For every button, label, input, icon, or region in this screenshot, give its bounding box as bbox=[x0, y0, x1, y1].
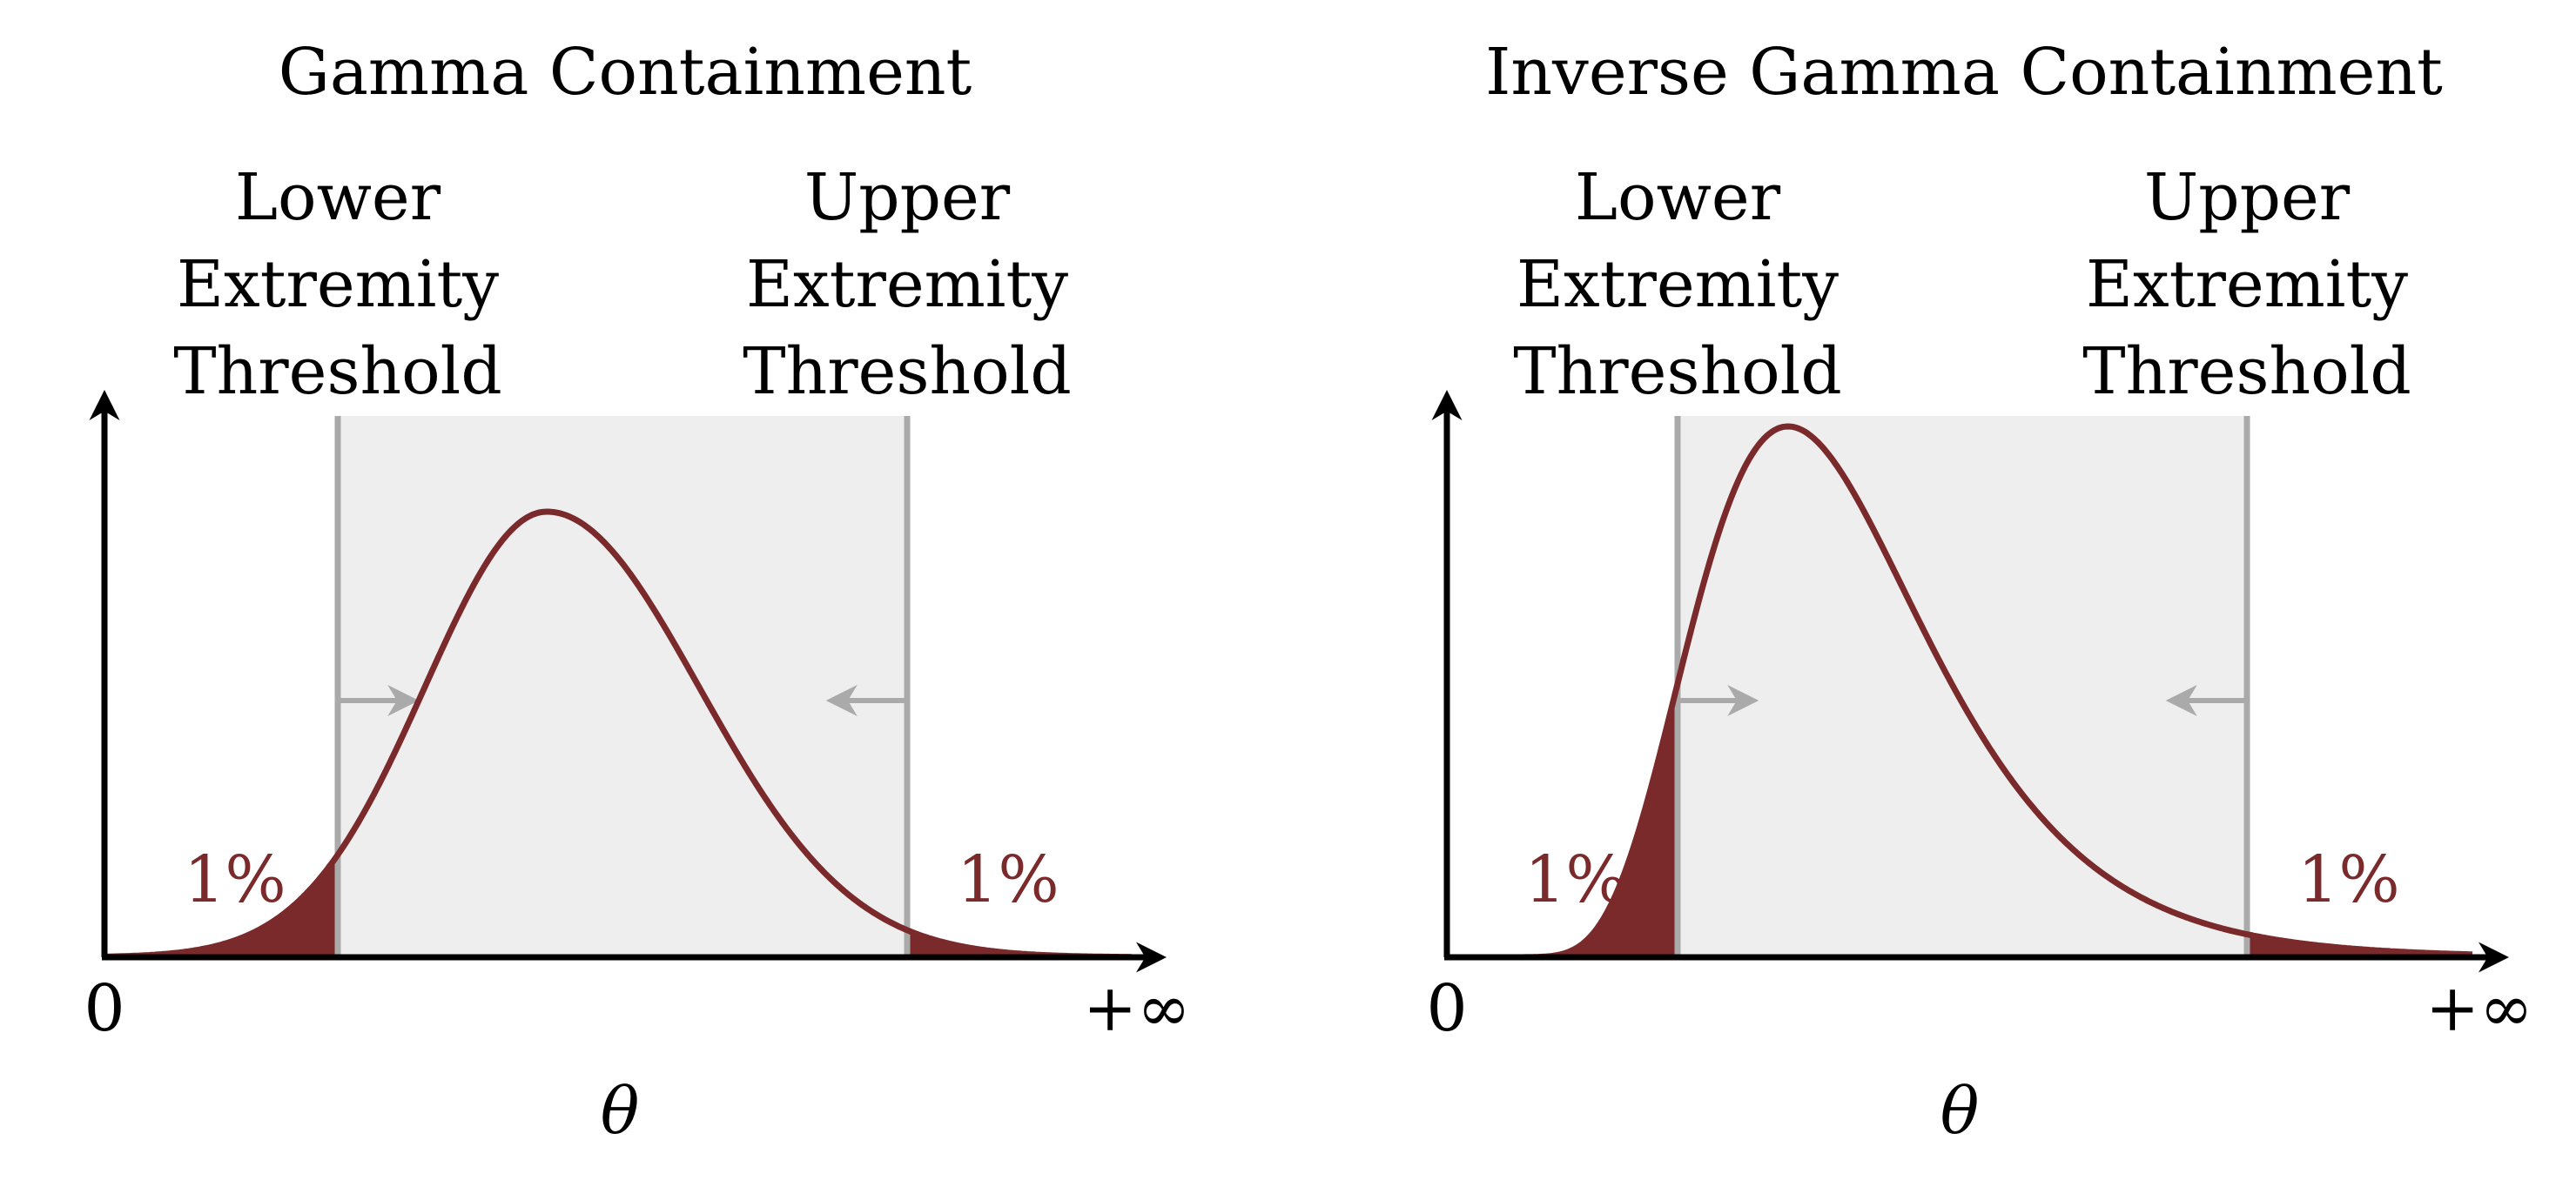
gamma-density-curve bbox=[105, 508, 1132, 961]
upper-threshold-label: Upper Extremity Threshold bbox=[2082, 160, 2411, 409]
label-line: Threshold bbox=[743, 334, 1071, 409]
containment-region bbox=[338, 416, 907, 956]
panel-gamma: Gamma Containment Lower Extremity Thresh… bbox=[84, 35, 1190, 1149]
upper-threshold-label: Upper Extremity Threshold bbox=[743, 160, 1071, 409]
lower-threshold-label: Lower Extremity Threshold bbox=[1513, 160, 1841, 409]
label-line: Extremity bbox=[2086, 247, 2408, 322]
label-line: Threshold bbox=[173, 334, 501, 409]
x-origin-label: 0 bbox=[1426, 971, 1467, 1046]
left-tail-percent: 1% bbox=[184, 842, 286, 917]
label-line: Upper bbox=[2144, 160, 2351, 235]
right-tail-area bbox=[907, 929, 1132, 957]
label-line: Lower bbox=[1575, 160, 1781, 235]
label-line: Upper bbox=[804, 160, 1011, 235]
x-infinity-label: +∞ bbox=[2425, 971, 2533, 1046]
panel-inverse-gamma: Inverse Gamma Containment Lower Extremit… bbox=[1426, 35, 2532, 1149]
containment-region bbox=[1678, 416, 2247, 956]
lower-threshold-label: Lower Extremity Threshold bbox=[173, 160, 501, 409]
x-infinity-label: +∞ bbox=[1083, 971, 1191, 1046]
left-tail-area bbox=[131, 855, 338, 957]
label-line: Threshold bbox=[2082, 334, 2411, 409]
right-tail-percent: 1% bbox=[957, 842, 1059, 917]
panel-title: Gamma Containment bbox=[279, 35, 972, 110]
x-axis-label: θ bbox=[1940, 1074, 1980, 1149]
label-line: Extremity bbox=[746, 247, 1068, 322]
right-tail-area bbox=[2247, 934, 2472, 957]
panel-title: Inverse Gamma Containment bbox=[1485, 35, 2443, 110]
label-line: Extremity bbox=[177, 247, 499, 322]
label-line: Lower bbox=[235, 160, 441, 235]
left-tail-area bbox=[1480, 687, 1678, 957]
x-origin-label: 0 bbox=[84, 971, 124, 1046]
label-line: Threshold bbox=[1513, 334, 1841, 409]
label-line: Extremity bbox=[1517, 247, 1839, 322]
left-tail-percent: 1% bbox=[1524, 842, 1626, 917]
inverse-gamma-density-curve bbox=[1449, 423, 2473, 961]
right-tail-percent: 1% bbox=[2297, 842, 2399, 917]
x-axis-label: θ bbox=[601, 1074, 640, 1149]
